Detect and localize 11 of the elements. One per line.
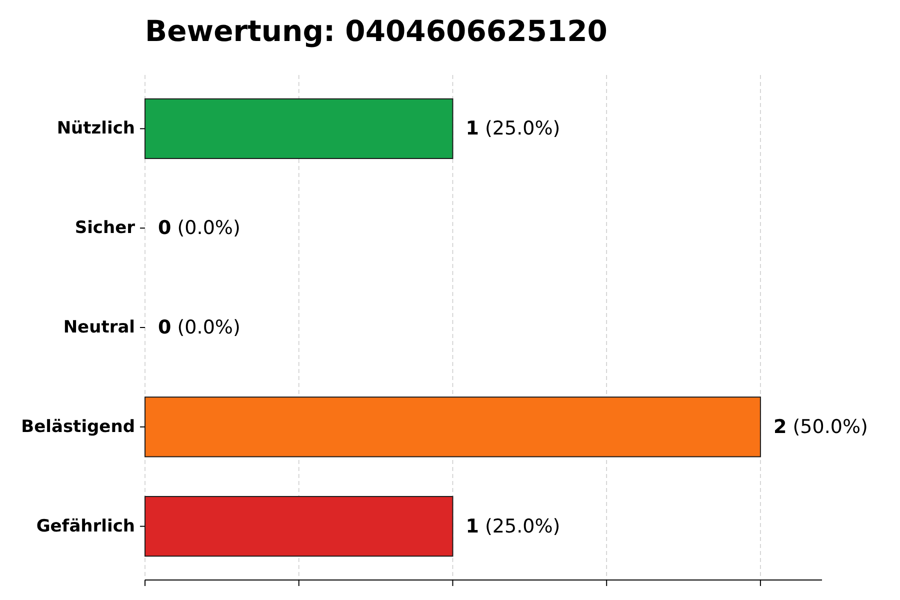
y-tick-label: Gefährlich bbox=[36, 516, 135, 536]
y-tick-label: Neutral bbox=[63, 318, 135, 338]
data-label: 0 (0.0%) bbox=[158, 316, 240, 338]
data-label: 0 (0.0%) bbox=[158, 217, 240, 240]
data-label: 1 (25.0%) bbox=[466, 515, 560, 538]
y-tick-label: Belästigend bbox=[21, 416, 135, 437]
y-tick-label: Nützlich bbox=[56, 118, 135, 139]
chart-title: Bewertung: 0404606625120 bbox=[145, 14, 608, 48]
data-label: 2 (50.0%) bbox=[773, 416, 868, 438]
data-label: 1 (25.0%) bbox=[466, 118, 560, 140]
y-tick-label: Sicher bbox=[74, 218, 136, 238]
